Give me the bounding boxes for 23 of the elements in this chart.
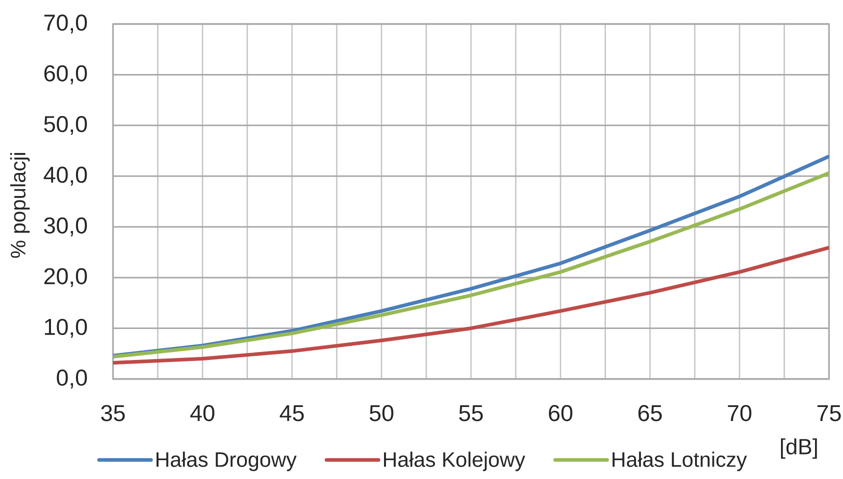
y-tick-label: 60,0	[44, 65, 87, 84]
x-tick-label: 75	[817, 405, 841, 422]
y-axis-title: % populacji	[10, 153, 30, 258]
y-tick-label: 30,0	[44, 217, 87, 236]
x-tick-label: 65	[638, 405, 662, 422]
x-tick-label: 40	[190, 405, 214, 422]
x-tick-label: 45	[280, 405, 304, 422]
legend-label: Hałas Drogowy	[156, 452, 297, 472]
y-tick-label: 40,0	[44, 166, 87, 186]
y-tick-label: 0,0	[56, 370, 87, 388]
legend-label: Hałas Lotniczy	[612, 452, 747, 472]
legend-label: Hałas Kolejowy	[384, 452, 526, 472]
x-tick-label: 35	[101, 405, 125, 422]
x-tick-label: 70	[728, 405, 752, 422]
y-tick-label: 10,0	[44, 318, 87, 338]
y-tick-label: 70,0	[44, 14, 87, 34]
x-tick-label: 60	[548, 405, 572, 422]
x-tick-label: 50	[370, 405, 394, 422]
y-tick-label: 50,0	[44, 116, 87, 135]
line-series	[113, 246, 830, 365]
x-tick-label: 55	[459, 405, 483, 422]
x-axis-title: [dB]	[780, 438, 817, 459]
y-tick-label: 20,0	[44, 268, 87, 288]
